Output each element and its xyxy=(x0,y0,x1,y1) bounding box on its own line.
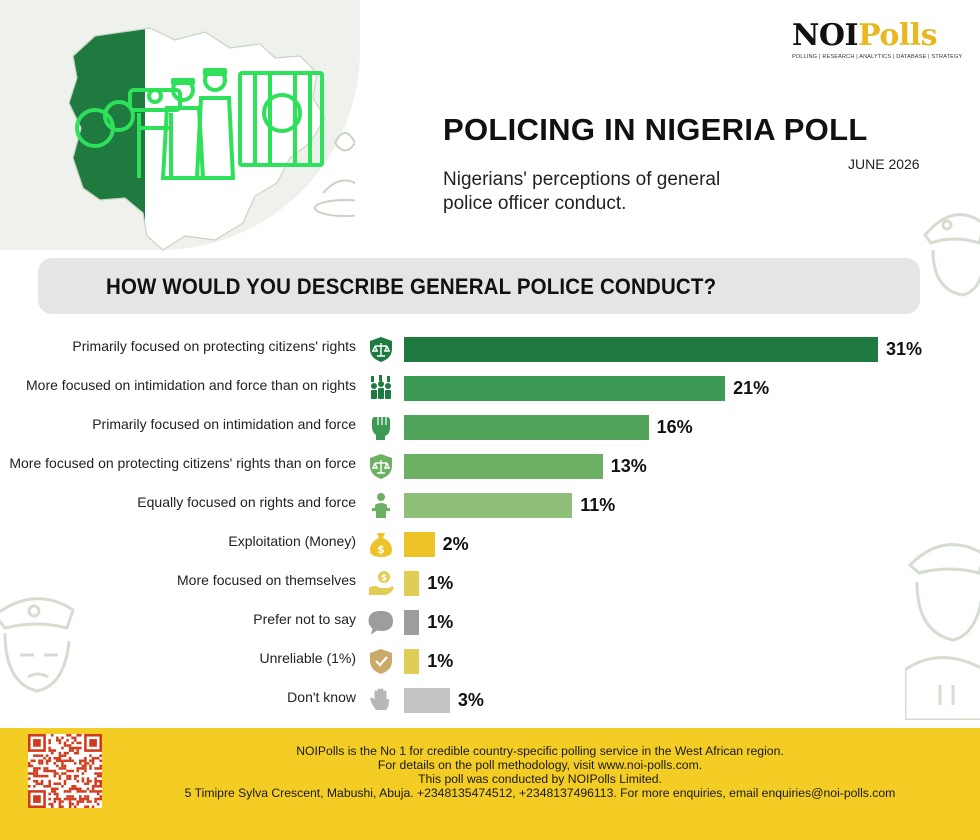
footer-line: For details on the poll methodology, vis… xyxy=(377,758,703,772)
bar xyxy=(404,688,450,713)
chart-row: Primarily focused on intimidation and fo… xyxy=(0,408,980,447)
bar xyxy=(404,376,726,401)
category-label: Prefer not to say xyxy=(253,611,356,627)
value-label: 31% xyxy=(886,339,923,359)
police-officer-sketch-icon xyxy=(905,543,980,720)
category-label: More focused on themselves xyxy=(177,572,356,588)
value-label: 16% xyxy=(656,417,693,437)
svg-text:$: $ xyxy=(381,574,387,584)
speech-bubble-icon xyxy=(368,611,393,635)
category-label: Primarily focused on intimidation and fo… xyxy=(92,416,356,432)
chart-row: Prefer not to say 1% xyxy=(0,603,980,642)
category-label: Unreliable (1%) xyxy=(259,650,356,666)
category-label: Primarily focused on protecting citizens… xyxy=(72,338,356,354)
value-label: 21% xyxy=(733,378,770,398)
svg-text:$: $ xyxy=(377,543,385,556)
page-title: POLICING IN NIGERIA POLL xyxy=(443,112,868,147)
scales-shield-icon xyxy=(370,337,392,362)
value-label: 11% xyxy=(580,495,616,515)
category-label: More focused on protecting citizens' rig… xyxy=(9,455,356,471)
chart-row: Exploitation (Money) $2% xyxy=(0,525,980,564)
value-label: 3% xyxy=(457,690,484,710)
horizontal-bar-chart: Primarily focused on protecting citizens… xyxy=(0,330,980,720)
open-hand-icon xyxy=(370,688,389,710)
bar xyxy=(404,571,420,596)
person-podium-icon xyxy=(372,493,390,518)
bar xyxy=(404,532,435,557)
police-officer-sketch-icon xyxy=(923,213,980,297)
chart-row: More focused on protecting citizens' rig… xyxy=(0,447,980,486)
value-label: 2% xyxy=(442,534,469,554)
police-officer-sketch-icon xyxy=(0,597,75,693)
category-label: Exploitation (Money) xyxy=(228,533,356,549)
crowd-fists-icon xyxy=(369,375,393,400)
money-bag-icon: $ xyxy=(370,533,392,557)
footer-line: 5 Timipre Sylva Crescent, Mabushi, Abuja… xyxy=(184,786,896,800)
category-label: Equally focused on rights and force xyxy=(137,494,356,510)
qr-code-icon[interactable] xyxy=(28,734,102,808)
footer-text: NOIPolls is the No 1 for credible countr… xyxy=(150,744,930,800)
footer-banner: NOIPolls is the No 1 for credible countr… xyxy=(0,728,980,840)
logo-tagline: POLLING | RESEARCH | ANALYTICS | DATABAS… xyxy=(792,54,963,60)
value-label: 13% xyxy=(610,456,647,476)
check-shield-icon xyxy=(370,649,392,674)
chart-row: Equally focused on rights and force 11% xyxy=(0,486,980,525)
chart-row: Primarily focused on protecting citizens… xyxy=(0,330,980,369)
question-text: HOW WOULD YOU DESCRIBE GENERAL POLICE CO… xyxy=(106,274,717,299)
page-subtitle: Nigerians' perceptions of general police… xyxy=(443,169,721,214)
question-banner: HOW WOULD YOU DESCRIBE GENERAL POLICE CO… xyxy=(38,258,920,314)
bar xyxy=(404,454,603,479)
chart-row: More focused on themselves $1% xyxy=(0,564,980,603)
footer-line: This poll was conducted by NOIPolls Limi… xyxy=(418,772,662,786)
raised-fist-icon xyxy=(372,417,390,440)
bar xyxy=(404,610,420,635)
chart-row: Unreliable (1%) 1% xyxy=(0,642,980,681)
poll-date: JUNE 2026 xyxy=(848,156,920,172)
nigeria-map-police-illustration xyxy=(68,27,355,251)
logo-noi: NOI xyxy=(792,18,859,53)
bar xyxy=(404,649,420,674)
hand-coin-icon: $ xyxy=(369,571,394,595)
category-label: More focused on intimidation and force t… xyxy=(26,377,356,393)
category-label: Don't know xyxy=(287,689,356,705)
value-label: 1% xyxy=(427,612,454,632)
chart-row: Don't know 3% xyxy=(0,681,980,720)
bar xyxy=(404,493,573,518)
footer-line: NOIPolls is the No 1 for credible countr… xyxy=(296,744,784,758)
value-label: 1% xyxy=(427,651,454,671)
bar xyxy=(404,415,649,440)
logo-polls: Polls xyxy=(858,18,938,53)
chart-row: More focused on intimidation and force t… xyxy=(0,369,980,408)
bar xyxy=(404,337,878,362)
value-label: 1% xyxy=(427,573,454,593)
scales-shield-icon xyxy=(370,454,392,479)
noipolls-logo: NOIPolls POLLING | RESEARCH | ANALYTICS … xyxy=(792,18,963,61)
